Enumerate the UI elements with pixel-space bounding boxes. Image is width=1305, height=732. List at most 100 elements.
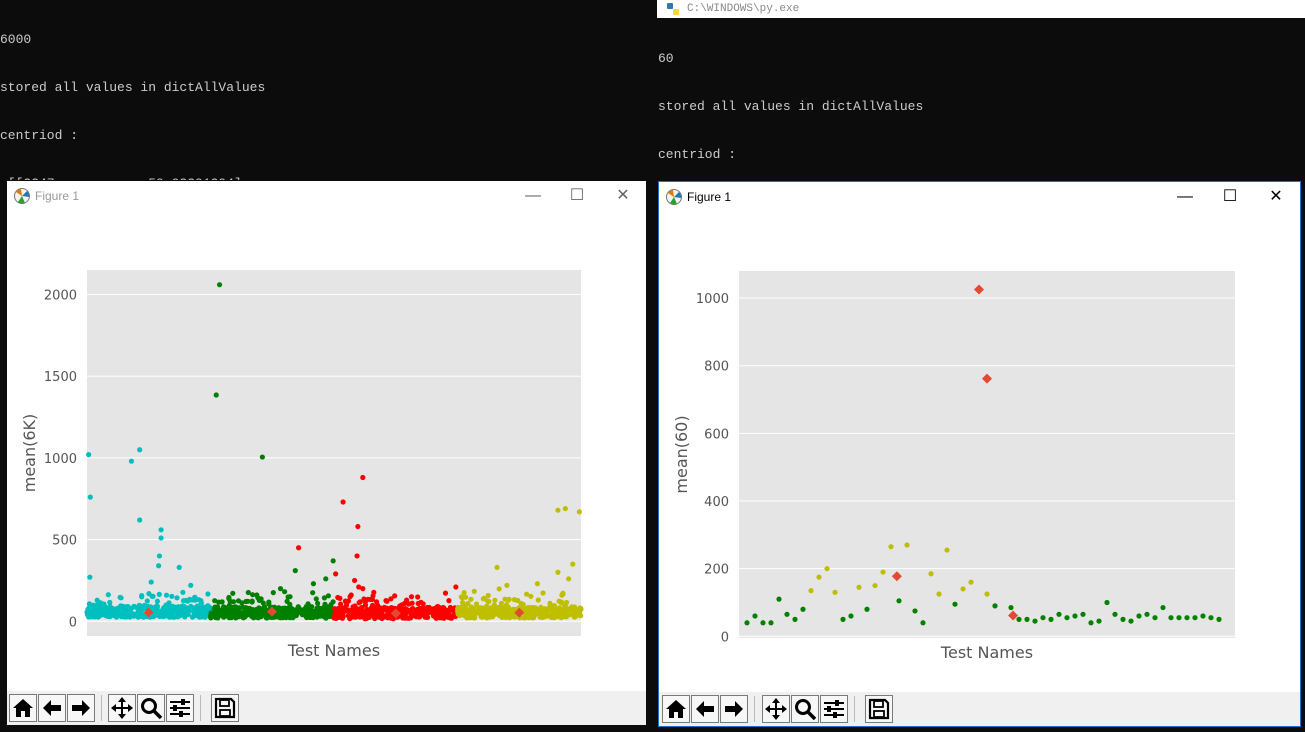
data-point [137,517,143,523]
zoom-button[interactable] [137,694,165,722]
data-point [120,613,126,620]
close-button[interactable]: ✕ [1269,188,1283,205]
magnifier-icon [141,698,163,720]
data-point [848,613,854,619]
centroid-marker [982,373,992,384]
data-point [1112,611,1118,617]
data-point [548,614,555,620]
console-right-titlebar[interactable]: C:\WINDOWS\py.exe [657,0,1305,18]
y-axis-label: mean(60) [672,415,691,493]
data-point [317,613,323,619]
maximize-button[interactable]: ☐ [1222,188,1238,205]
data-point [792,616,798,622]
minimize-button[interactable]: — [1177,188,1193,205]
forward-button[interactable] [720,695,748,723]
toolbar-separator [200,695,201,721]
data-point [388,596,394,602]
zoom-button[interactable] [791,695,819,723]
save-button[interactable] [211,694,239,722]
data-point [404,599,410,605]
data-point [570,561,576,567]
data-point [576,509,582,515]
data-point [776,596,782,602]
data-point [308,607,314,613]
data-point [316,605,322,611]
maximize-button[interactable]: ☐ [569,187,585,204]
data-point [270,590,276,596]
close-button[interactable]: ✕ [616,187,630,204]
data-point [528,593,534,599]
figure-title: Figure 1 [687,190,732,204]
data-point [832,589,838,595]
centroid-marker [143,607,154,618]
data-point [408,594,415,600]
y-tick-label: 1000 [696,292,729,307]
data-point [492,597,498,603]
data-point [369,605,375,611]
data-point [172,609,178,615]
figure-titlebar[interactable]: Figure 1 — ☐ ✕ [659,182,1300,212]
data-point [356,584,362,590]
back-button[interactable] [38,694,66,722]
data-point [373,612,379,619]
data-point [111,612,117,619]
data-point [176,564,182,570]
data-point [421,610,427,616]
data-point [310,581,317,587]
back-button[interactable] [691,695,719,723]
toolbar-separator [854,696,855,722]
data-point [1120,616,1126,622]
data-point [276,614,282,620]
data-point [221,614,227,620]
data-point [392,593,398,599]
data-point [408,612,414,618]
data-point [293,612,299,619]
data-point [86,605,92,611]
data-point [446,598,452,604]
data-point [107,599,113,605]
centroid-marker [891,571,902,582]
data-point [169,593,175,599]
pan-button[interactable] [762,695,790,723]
data-point [240,614,246,620]
data-point [175,614,181,620]
save-button[interactable] [865,695,893,723]
data-point [356,600,362,606]
data-point [363,614,369,620]
home-button[interactable] [662,695,690,723]
data-point [144,598,150,604]
data-point [442,590,449,596]
data-point [362,602,369,608]
y-tick-label: 200 [704,563,729,578]
minimize-button[interactable]: — [525,187,541,204]
configure-subplots-button[interactable] [820,695,848,723]
data-point [1048,616,1054,622]
magnifier-icon [795,699,817,721]
data-point [360,474,366,481]
data-point [386,610,392,616]
pan-button[interactable] [108,694,136,722]
data-point [534,581,540,587]
data-point [166,613,172,619]
data-point [578,605,584,611]
data-point [960,586,966,592]
data-point [215,604,221,610]
data-point [259,454,265,460]
figure-titlebar[interactable]: Figure 1 — ☐ ✕ [7,181,646,211]
data-point [547,600,553,606]
data-point [569,604,575,610]
data-point [470,607,476,613]
data-point [338,601,344,607]
data-point [345,598,351,604]
forward-button[interactable] [67,694,95,722]
home-button[interactable] [9,694,37,722]
data-point [340,607,346,613]
arrow-right-icon [725,701,743,717]
data-point [284,598,290,604]
data-point [86,452,92,458]
data-point [354,553,360,559]
configure-subplots-button[interactable] [166,694,194,722]
data-point [360,586,366,592]
data-point [303,608,309,614]
matplotlib-icon [666,189,682,205]
